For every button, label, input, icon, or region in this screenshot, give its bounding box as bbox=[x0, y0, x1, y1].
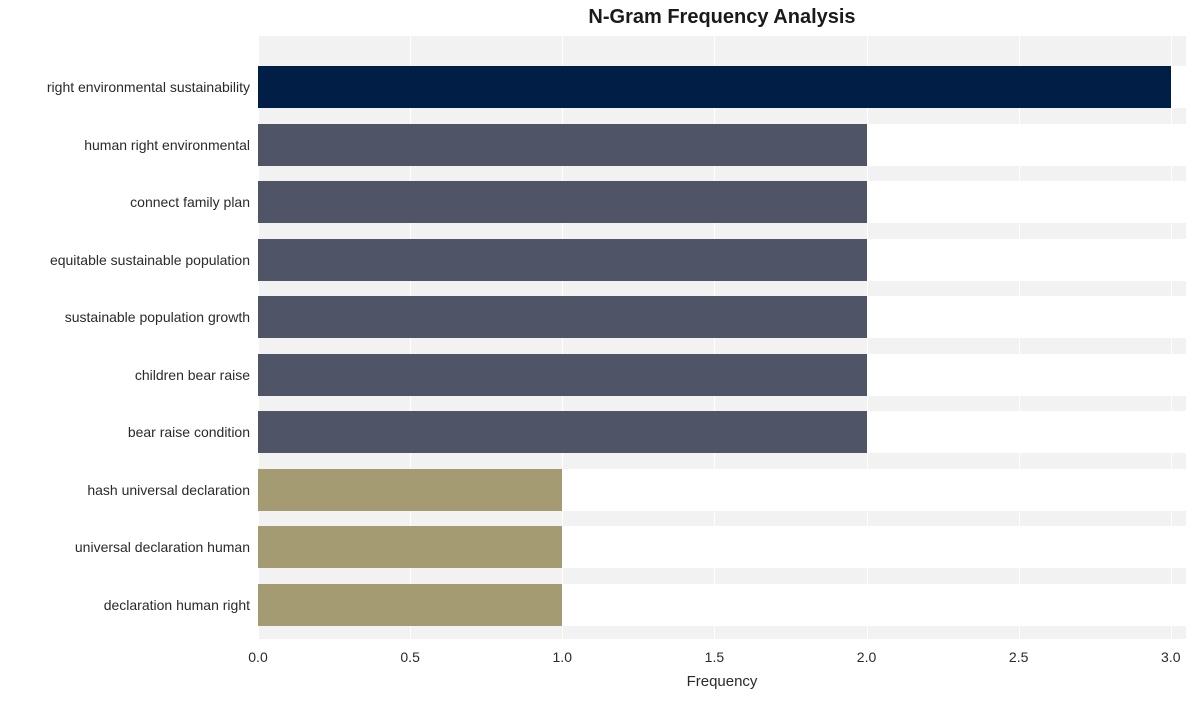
x-axis-tick: 1.0 bbox=[553, 649, 572, 665]
y-axis-category: universal declaration human bbox=[0, 539, 250, 555]
gridline bbox=[1171, 36, 1172, 639]
grid-band bbox=[258, 568, 1186, 584]
x-axis-tick: 1.5 bbox=[705, 649, 724, 665]
y-axis-category: human right environmental bbox=[0, 137, 250, 153]
bar bbox=[258, 181, 867, 223]
y-axis-category: declaration human right bbox=[0, 597, 250, 613]
x-axis-label: Frequency bbox=[258, 673, 1186, 690]
y-axis-category: bear raise condition bbox=[0, 424, 250, 440]
grid-band bbox=[258, 338, 1186, 354]
grid-band bbox=[258, 108, 1186, 124]
ngram-frequency-chart: N-Gram Frequency Analysis Frequency righ… bbox=[0, 0, 1196, 701]
bar bbox=[258, 469, 562, 511]
grid-band bbox=[258, 36, 1186, 66]
y-axis-category: sustainable population growth bbox=[0, 309, 250, 325]
bar bbox=[258, 584, 562, 626]
y-axis-category: hash universal declaration bbox=[0, 482, 250, 498]
bar bbox=[258, 124, 867, 166]
x-axis-tick: 2.0 bbox=[857, 649, 876, 665]
x-axis-tick: 0.5 bbox=[400, 649, 419, 665]
y-axis-category: connect family plan bbox=[0, 194, 250, 210]
bar bbox=[258, 354, 867, 396]
plot-area bbox=[258, 36, 1186, 639]
bar bbox=[258, 239, 867, 281]
grid-band bbox=[258, 453, 1186, 469]
grid-band bbox=[258, 511, 1186, 527]
x-axis-tick: 2.5 bbox=[1009, 649, 1028, 665]
x-axis-tick: 0.0 bbox=[248, 649, 267, 665]
bar bbox=[258, 296, 867, 338]
y-axis-category: equitable sustainable population bbox=[0, 252, 250, 268]
bar bbox=[258, 411, 867, 453]
chart-title: N-Gram Frequency Analysis bbox=[0, 6, 1186, 29]
gridline bbox=[867, 36, 868, 639]
gridline bbox=[1019, 36, 1020, 639]
x-axis-tick: 3.0 bbox=[1161, 649, 1180, 665]
bar bbox=[258, 66, 1171, 108]
grid-band bbox=[258, 223, 1186, 239]
grid-band bbox=[258, 166, 1186, 182]
grid-band bbox=[258, 396, 1186, 412]
grid-band bbox=[258, 626, 1186, 640]
bar bbox=[258, 526, 562, 568]
y-axis-category: right environmental sustainability bbox=[0, 79, 250, 95]
y-axis-category: children bear raise bbox=[0, 367, 250, 383]
grid-band bbox=[258, 281, 1186, 297]
